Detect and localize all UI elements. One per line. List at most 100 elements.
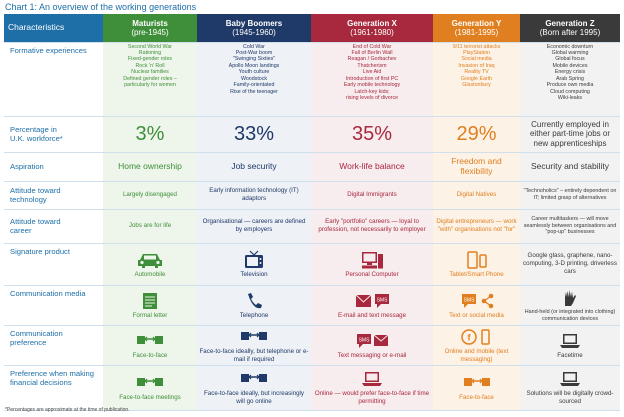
list-item: Google Earth (460, 75, 493, 82)
percent-mat: 3% (103, 116, 197, 153)
aspiration-gx: Work-life balance (311, 152, 433, 182)
product-gy: Tablet/Smart Phone (433, 243, 520, 286)
aspiration-gz: Security and stability (520, 152, 620, 182)
tablet-icon (466, 250, 478, 269)
list-item: Cold War (243, 43, 265, 50)
car-icon (105, 250, 195, 270)
media-gy: SMS Text or social media (433, 285, 520, 326)
list-item: particularly for women (124, 82, 176, 89)
product-mat: Automobile (103, 243, 197, 286)
preference-mat: Face-to-face (103, 325, 197, 366)
list-item: Family-orientated (233, 82, 275, 89)
hand-icon (522, 288, 618, 308)
media-mat: Formal letter (103, 285, 197, 326)
row-preference: Communication preference Face-to-face Fac… (4, 325, 620, 366)
header-generation-x: Generation X (1961-1980) (311, 14, 433, 43)
header-row: Characteristics Maturists (pre-1945) Baby… (4, 14, 620, 43)
list-item: Energy crisis (554, 69, 586, 76)
formative-gz: Economic downturn Global warming Global fo… (520, 42, 620, 117)
aspiration-mat: Home ownership (103, 152, 197, 182)
list-item: Reality TV (464, 69, 489, 76)
svg-text:SMS: SMS (359, 337, 371, 343)
list-item: PlayStation (463, 49, 490, 56)
list-item: Second World War (127, 43, 173, 50)
career-gz: Career multitaskers — will move seamless… (520, 209, 620, 244)
list-item: "Swinging Sixties" (232, 56, 276, 63)
list-item: Nuclear families (131, 69, 169, 76)
list-item: Fixed-gender roles (127, 56, 173, 63)
technology-gy: Digital Natives (433, 181, 520, 210)
label-financial: Preference when making financial decision… (4, 365, 103, 411)
career-bb: Organisational — careers are defined by … (197, 209, 311, 244)
envelope-icon (355, 294, 372, 307)
label-aspiration: Aspiration (4, 152, 103, 182)
list-item: Glastonbury (462, 82, 491, 89)
list-item: Arab Spring (556, 75, 584, 82)
laptop-icon (522, 331, 618, 351)
header-generation-z: Generation Z (Born after 1995) (520, 14, 620, 43)
career-gx: Early "portfolio" careers — loyal to pro… (311, 209, 433, 244)
header-generation-y: Generation Y (1981-1995) (433, 14, 520, 43)
list-item: Social media (461, 56, 492, 63)
list-item: Youth culture (238, 69, 270, 76)
list-item: Fall of Berlin Wall (351, 49, 393, 56)
sms-bubble-icon: SMS (375, 293, 389, 308)
handshake-icon (435, 373, 518, 393)
header-maturists: Maturists (pre-1945) (103, 14, 197, 43)
formative-mat: Second World War Rationing Fixed-gender ro… (103, 42, 197, 117)
row-financial: Preference when making financial decision… (4, 365, 620, 411)
footnote: *Percentages are approximate at the time… (5, 407, 130, 413)
financial-gy: Face-to-face (433, 365, 520, 411)
handshake-icon (105, 373, 195, 393)
career-gy: Digital entrepreneurs — work "with" orga… (433, 209, 520, 244)
list-item: Apollo Moon landings (228, 62, 280, 69)
envelope-icon (373, 334, 389, 346)
row-formative: Formative experiences Second World War Ra… (4, 42, 620, 117)
sms-bubble-icon: SMS (461, 293, 476, 308)
label-technology: Attitude toward technology (4, 181, 103, 210)
product-bb: Television (197, 243, 311, 286)
media-bb: Telephone (197, 285, 311, 326)
label-formative: Formative experiences (4, 42, 103, 117)
list-item: Rationing (138, 49, 162, 56)
list-item: Thatcherism (357, 62, 387, 69)
svg-text:SMS: SMS (463, 297, 475, 303)
list-item: Early mobile technology (343, 82, 401, 89)
career-mat: Jobs are for life (103, 209, 197, 244)
product-gx: Personal Computer (311, 243, 433, 286)
share-icon (481, 293, 493, 308)
handshake-icon (105, 331, 195, 351)
header-baby-boomers: Baby Boomers (1945-1960) (197, 14, 311, 43)
computer-icon (313, 250, 431, 270)
list-item: Produce own media (546, 82, 594, 89)
laptop-icon (522, 369, 618, 389)
formative-bb: Cold War Post-War boom "Swinging Sixties" A… (197, 42, 311, 117)
label-career: Attitude toward career (4, 209, 103, 244)
list-item: Latch-key kids; (354, 88, 390, 95)
preference-gy: f Online and mobile (text messaging) (433, 325, 520, 366)
technology-gz: "Technoholics" – entirely dependent on I… (520, 181, 620, 210)
technology-gx: Digital Immigrants (311, 181, 433, 210)
sms-bubble-icon: SMS (357, 333, 371, 348)
generations-table: Characteristics Maturists (pre-1945) Baby… (4, 14, 620, 411)
list-item: Wiki-leaks (557, 95, 583, 102)
handshake-icon (199, 327, 309, 347)
percent-bb: 33% (197, 116, 311, 153)
aspiration-bb: Job security (197, 152, 311, 182)
row-career: Attitude toward career Jobs are for life … (4, 209, 620, 244)
percent-gy: 29% (433, 116, 520, 153)
svg-text:SMS: SMS (377, 297, 389, 303)
handshake-icon (199, 369, 309, 389)
financial-bb: Face-to-face ideally, but increasingly w… (197, 365, 311, 411)
label-product: Signature product (4, 243, 103, 286)
label-preference: Communication preference (4, 325, 103, 366)
technology-bb: Early information technology (IT) adapto… (197, 181, 311, 210)
label-media: Communication media (4, 285, 103, 326)
preference-gx: SMS Text messaging or e-mail (311, 325, 433, 366)
tv-icon (199, 250, 309, 270)
label-percentage: Percentage in U.K. workforce* (4, 116, 103, 153)
chart-title: Chart 1: An overview of the working gene… (5, 2, 197, 12)
list-item: Reagan / Gorbachev (347, 56, 397, 63)
row-percentage: Percentage in U.K. workforce* 3% 33% 35% … (4, 116, 620, 153)
formative-gx: End of Cold War Fall of Berlin Wall Reagan… (311, 42, 433, 117)
